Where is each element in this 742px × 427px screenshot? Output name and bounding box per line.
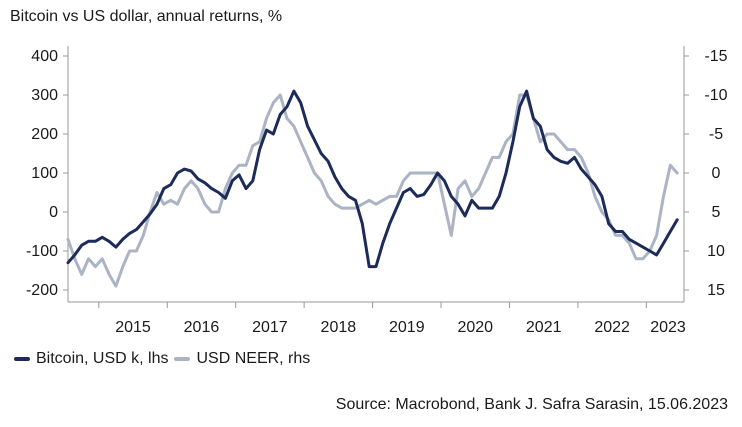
legend-swatch-usd-neer [174,357,191,361]
left-tick-label: 200 [31,126,58,143]
series-line-bitcoin [66,89,679,269]
left-tick-label: -200 [26,282,58,299]
right-tick-label: 0 [712,165,721,182]
chart-title: Bitcoin vs US dollar, annual returns, % [10,8,283,25]
left-tick-label: 400 [31,48,58,65]
right-tick-label: 5 [712,204,721,221]
left-tick-label: 0 [49,204,58,221]
left-tick-label: -100 [26,243,58,260]
x-tick-label: 2017 [252,319,288,336]
series-line-usd-neer [66,93,679,288]
right-tick-label: -10 [704,87,727,104]
left-tick-label: 100 [31,165,58,182]
legend: Bitcoin, USD k, lhs USD NEER, rhs [14,350,310,368]
x-tick-label: 2015 [115,319,151,336]
x-tick-label: 2019 [389,319,425,336]
right-tick-label: -5 [709,126,723,143]
right-tick-label: -15 [704,48,727,65]
legend-swatch-bitcoin [14,357,30,361]
x-tick-label: 2021 [526,319,562,336]
x-tick-label: 2020 [457,319,493,336]
right-tick-label: 10 [707,243,725,260]
left-tick-label: 300 [31,87,58,104]
legend-label-usd-neer: USD NEER, rhs [196,350,311,367]
source-note: Source: Macrobond, Bank J. Safra Sarasin… [335,396,728,413]
x-tick-label: 2018 [321,319,357,336]
right-tick-label: 15 [707,282,725,299]
x-tick-label: 2016 [184,319,220,336]
x-tick-label: 2023 [650,319,686,336]
legend-label-bitcoin: Bitcoin, USD k, lhs [36,350,169,367]
x-tick-label: 2022 [594,319,630,336]
